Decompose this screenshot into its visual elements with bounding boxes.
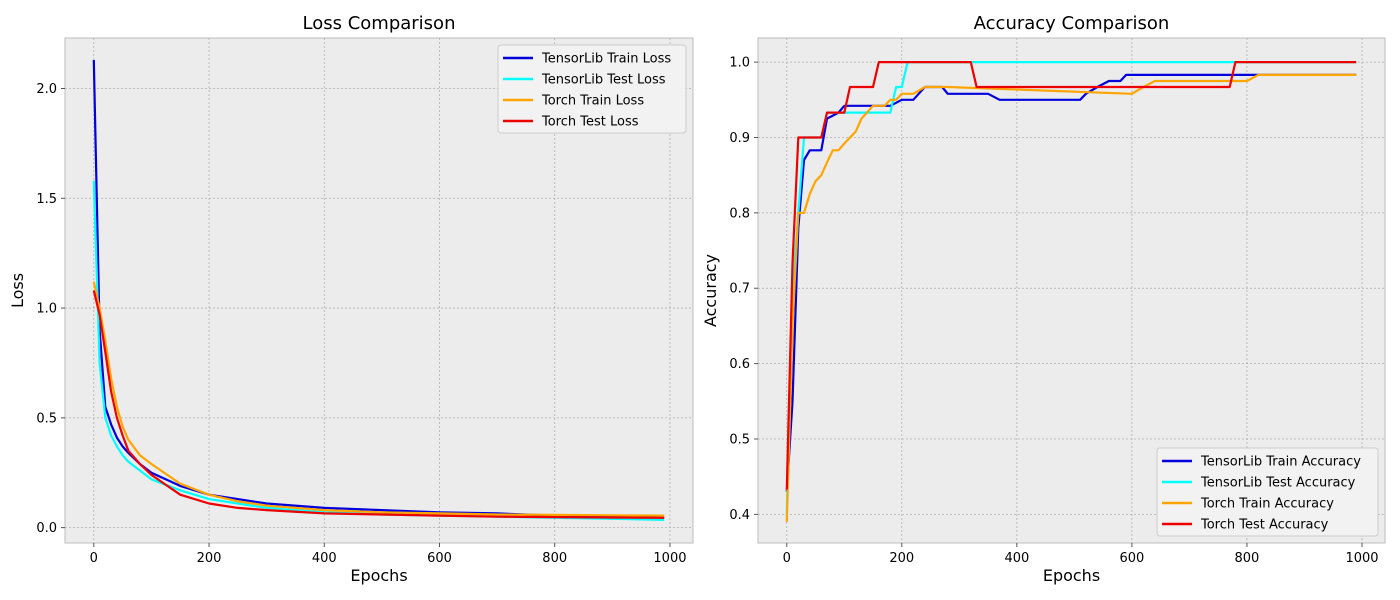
x-tick-label: 600 [1119,551,1144,566]
legend: TensorLib Train Accuracy TensorLib Test A… [1156,447,1379,537]
y-tick-label: 0.7 [729,282,750,297]
y-tick-label: 0.8 [729,206,750,221]
y-tick-label: 0.5 [36,411,57,426]
x-tick-label: 400 [1004,551,1029,566]
legend-label: TensorLib Train Accuracy [1200,455,1361,470]
y-tick-label: 0.6 [729,357,750,372]
y-tick-label: 2.0 [36,82,57,97]
y-tick-label: 0.9 [729,131,750,146]
x-tick-label: 400 [312,551,337,566]
legend-box [1156,447,1379,537]
series-line-torch-test-accuracy [785,60,1357,490]
y-tick-label: 0.4 [729,508,750,523]
x-tick-label: 800 [1235,551,1260,566]
y-tick-label: 1.0 [729,56,750,71]
chart-title: Accuracy Comparison [974,13,1170,34]
y-tick-label: 1.5 [36,192,57,207]
series-line-torch-train-accuracy [785,73,1357,522]
x-tick-label: 0 [783,551,791,566]
series-line-torch-train-loss [92,281,665,517]
x-tick-label: 1000 [1345,551,1378,566]
legend: TensorLib Train Loss TensorLib Test Loss T… [497,44,687,134]
legend-label: TensorLib Test Loss [541,73,666,88]
legend-label: TensorLib Train Loss [541,52,671,67]
x-tick-label: 800 [542,551,567,566]
y-tick-label: 0.0 [36,521,57,536]
legend-label: Torch Train Loss [541,94,644,109]
y-tick-label: 0.5 [729,432,750,447]
y-axis-label: Accuracy [701,254,720,327]
legend-label: Torch Test Loss [541,115,639,130]
x-tick-label: 200 [197,551,222,566]
loss-chart: 0 200 400 600 800 1000 0.0 0.5 1.0 1.5 2.0 Loss Com… [8,13,694,585]
chart-title: Loss Comparison [303,13,456,34]
series-line-torch-test-loss [92,290,665,519]
y-axis-label: Loss [8,273,27,308]
x-tick-label: 600 [427,551,452,566]
legend-label: TensorLib Test Accuracy [1200,476,1356,491]
x-axis-label: Epochs [350,566,407,585]
x-axis-label: Epochs [1043,566,1100,585]
y-tick-label: 1.0 [36,302,57,317]
legend-box [497,44,687,134]
legend-label: Torch Test Accuracy [1200,518,1329,533]
x-tick-label: 1000 [653,551,686,566]
x-tick-label: 200 [889,551,914,566]
accuracy-chart: 0 200 400 600 800 1000 0.4 0.5 0.6 0.7 0.8 0.9 1.0 Ac… [701,13,1386,585]
x-tick-label: 0 [90,551,98,566]
legend-label: Torch Train Accuracy [1200,497,1334,512]
